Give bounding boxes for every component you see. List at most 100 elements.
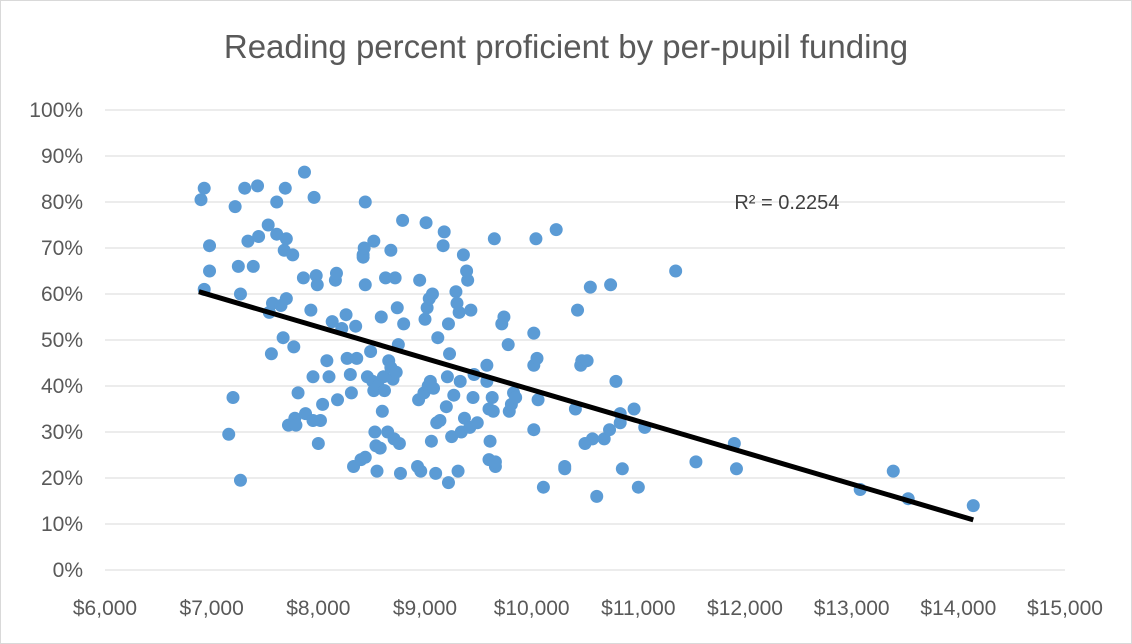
data-point [388,271,402,285]
data-point [419,216,433,230]
data-point [340,351,354,365]
data-point [424,434,438,448]
data-point [488,455,502,469]
data-point [364,345,378,358]
data-point [585,432,599,446]
data-point [358,195,372,209]
gridlines [105,109,1065,571]
data-point [447,388,461,402]
data-point [549,223,563,237]
x-tick-label: $10,000 [494,597,570,620]
data-point [509,391,523,404]
data-point [603,423,617,437]
y-tick-label: 90% [41,145,83,168]
data-point [443,347,457,361]
data-point [287,340,301,354]
data-point [461,273,475,287]
data-point [501,338,515,352]
data-point [536,480,550,494]
data-point [203,239,217,253]
r-squared-label: R² = 0.2254 [734,192,839,214]
data-point [194,193,208,207]
data-point [436,239,450,253]
data-point [306,370,320,384]
data-point [483,434,497,448]
data-point [320,354,334,368]
data-point [689,455,703,469]
x-tick-label: $9,000 [393,597,457,620]
data-point [233,473,247,487]
data-point [393,466,407,480]
data-point [367,234,381,248]
data-point [418,312,432,326]
data-point [433,414,447,427]
data-points [194,165,980,513]
data-point [379,271,393,285]
data-point [470,416,484,430]
data-point [373,441,387,455]
data-point [480,358,494,372]
data-point [456,248,470,262]
data-point [441,317,455,331]
data-point [252,230,266,243]
data-point [397,317,411,331]
data-point [487,232,501,246]
trendline-group [198,289,974,523]
data-point [226,391,240,404]
data-point [431,331,445,345]
data-point [368,425,382,439]
data-point [261,218,275,232]
data-point [396,213,410,227]
data-point [531,393,545,407]
data-point [627,402,641,416]
data-point [251,179,265,193]
data-point [451,464,465,478]
data-point [604,278,618,292]
data-point [384,243,398,257]
y-tick-label: 50% [41,329,83,352]
data-point [289,418,303,432]
data-point [529,232,543,246]
data-point [530,351,544,365]
data-point [425,287,439,301]
data-point [278,181,292,195]
data-point [325,315,339,329]
y-tick-label: 10% [41,513,83,536]
data-point [375,404,389,418]
data-point [279,292,293,306]
y-tick-label: 80% [41,191,83,214]
data-point [307,190,321,204]
data-point [241,234,255,248]
data-point [413,273,427,287]
data-point [392,437,406,450]
data-point [590,489,604,503]
data-point [279,232,293,246]
data-point [197,181,211,195]
y-tick-label: 70% [41,237,83,260]
data-point [350,351,364,365]
data-point [440,370,454,384]
data-point [466,391,480,404]
data-point [238,181,252,195]
data-point [329,266,343,280]
data-point [486,404,500,418]
data-point [485,391,499,404]
data-point [304,303,318,317]
data-point [264,347,278,361]
data-point [449,285,463,299]
data-point [966,499,980,513]
data-point [609,374,623,388]
data-point [389,365,403,379]
data-point [527,326,541,340]
data-point [343,368,357,381]
data-point [377,384,391,398]
data-point [427,381,441,395]
data-point [497,310,511,324]
y-tick-label: 30% [41,421,83,444]
data-point [615,462,629,476]
data-point [729,462,743,476]
data-point [344,386,358,400]
y-tick-label: 40% [41,375,83,398]
data-point [580,354,594,368]
